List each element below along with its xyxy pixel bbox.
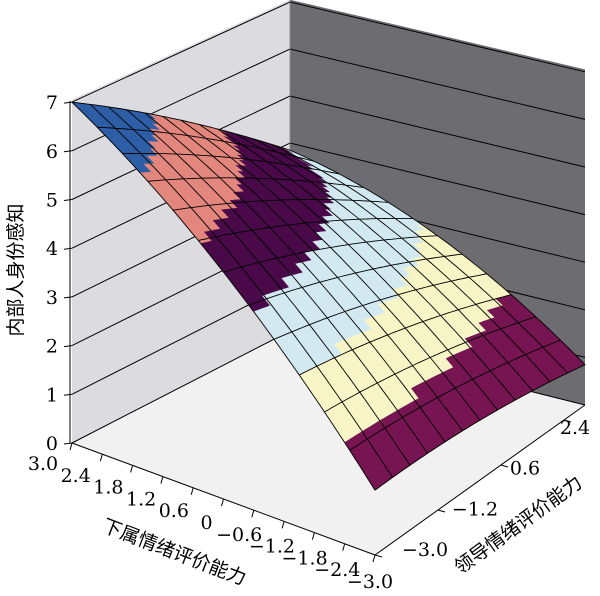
x-tick-label: 0 <box>200 512 212 534</box>
y-tick-label: 2.4 <box>560 417 590 439</box>
x-tick-label: −2.4 <box>314 559 360 581</box>
z-tick-label: 2 <box>46 336 58 358</box>
x-tick <box>251 510 255 518</box>
y-tick <box>437 509 446 513</box>
y-tick-label: 0.6 <box>510 458 540 480</box>
x-tick <box>372 554 376 563</box>
z-tick-label: 7 <box>46 92 58 114</box>
x-tick <box>221 498 224 507</box>
y-tick <box>500 464 509 468</box>
x-tick-label: −0.6 <box>216 524 262 546</box>
z-tick-label: 6 <box>46 141 58 163</box>
x-tick <box>342 543 346 551</box>
z-tick <box>63 393 73 396</box>
mesh-line-y <box>253 138 551 382</box>
z-tick-label: 0 <box>46 433 58 455</box>
z-tick <box>63 296 73 299</box>
y-axis-line <box>374 404 586 556</box>
x-tick <box>69 442 73 451</box>
z-tick-label: 5 <box>46 190 58 212</box>
surface <box>71 101 586 491</box>
z-tick <box>63 199 73 201</box>
mesh-line-y <box>271 143 568 374</box>
mesh-line-y <box>289 149 586 366</box>
x-tick-label: 2.4 <box>61 465 91 487</box>
x-tick-label: −3.0 <box>347 571 393 593</box>
z-tick <box>63 101 73 104</box>
z-axis-title: 内部人身份感知 <box>5 203 27 336</box>
y-axis-title: 领导情绪评价能力 <box>451 472 587 579</box>
x-tick <box>311 532 315 540</box>
mesh-line-x <box>349 339 561 451</box>
y-tick-label: −3.0 <box>402 539 448 561</box>
x-tick-label: −1.8 <box>282 547 328 569</box>
z-tick-label: 3 <box>46 287 58 309</box>
x-tick-label: 1.2 <box>126 488 156 510</box>
y-tick-label: −1.2 <box>452 498 498 520</box>
x-tick-label: −1.2 <box>249 536 295 558</box>
z-tick <box>63 247 73 250</box>
x-tick-label: 0.6 <box>159 500 189 522</box>
z-tick <box>63 345 73 348</box>
x-tick-label: 1.8 <box>93 477 123 499</box>
axes: 012345673.02.41.81.20.60−0.6−1.2−1.8−2.4… <box>28 92 590 593</box>
z-tick-label: 4 <box>46 238 58 260</box>
z-tick-label: 1 <box>46 384 58 406</box>
x-tick <box>281 521 285 529</box>
z-tick <box>63 150 73 153</box>
mesh-line-x <box>374 364 586 491</box>
y-tick <box>374 554 383 558</box>
x-tick <box>160 476 164 484</box>
x-tick-label: 3.0 <box>28 453 58 475</box>
x-tick <box>190 487 194 495</box>
x-tick <box>99 454 103 462</box>
surface-mesh <box>71 101 586 491</box>
z-tick <box>63 442 73 445</box>
y-tick <box>563 419 572 423</box>
x-tick <box>130 465 134 473</box>
